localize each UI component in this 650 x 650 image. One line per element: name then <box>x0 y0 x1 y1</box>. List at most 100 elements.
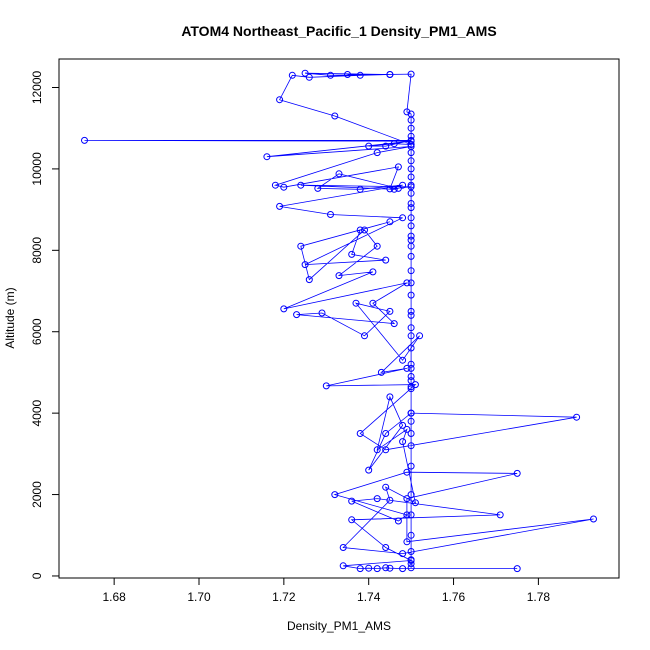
x-tick-label: 1.70 <box>187 590 211 604</box>
data-point <box>386 496 394 504</box>
data-point <box>407 360 415 368</box>
data-point <box>390 185 398 193</box>
y-tick-label: 12000 <box>30 70 44 104</box>
x-tick-label: 1.78 <box>527 590 551 604</box>
data-point <box>386 393 394 401</box>
data-point <box>407 364 415 372</box>
data-point <box>403 425 411 433</box>
data-point <box>407 417 415 425</box>
data-point <box>331 112 339 120</box>
data-point <box>399 214 407 222</box>
data-point <box>356 430 364 437</box>
data-point <box>407 385 415 393</box>
data-point <box>407 149 415 157</box>
data-point <box>335 170 343 178</box>
x-axis-label: Density_PM1_AMS <box>287 619 391 633</box>
data-point <box>407 307 415 315</box>
y-tick-label: 6000 <box>30 318 44 345</box>
data-point <box>386 218 394 226</box>
data-point <box>356 71 364 79</box>
data-point <box>407 252 415 260</box>
data-point <box>365 564 373 572</box>
data-point <box>335 272 343 280</box>
x-tick-label: 1.76 <box>442 590 466 604</box>
data-point <box>573 413 581 421</box>
data-point <box>407 136 415 144</box>
data-point <box>403 279 411 287</box>
data-point <box>361 332 368 340</box>
data-point <box>394 163 402 171</box>
data-point <box>407 279 415 287</box>
data-point <box>344 71 351 78</box>
data-point <box>399 550 407 558</box>
data-point <box>407 132 415 140</box>
data-point <box>382 256 390 264</box>
data-point <box>276 202 284 210</box>
data-point <box>399 438 407 446</box>
data-point <box>407 373 415 380</box>
data-point <box>407 548 415 555</box>
data-point <box>348 250 356 258</box>
data-point <box>399 565 407 573</box>
data-point <box>411 499 419 507</box>
x-tick-label: 1.68 <box>102 590 126 604</box>
data-point <box>373 242 381 250</box>
data-point <box>382 483 390 491</box>
data-point <box>386 307 394 315</box>
data-point <box>407 442 415 450</box>
data-point <box>590 515 597 523</box>
data-point <box>407 204 415 212</box>
data-point <box>399 421 407 429</box>
data-point <box>407 165 415 173</box>
data-point <box>352 299 360 307</box>
data-point <box>331 491 339 499</box>
data-point <box>365 466 373 474</box>
y-tick-label: 10000 <box>30 152 44 186</box>
data-point <box>288 71 296 79</box>
data-point <box>513 565 521 573</box>
data-point <box>407 556 415 564</box>
data-point <box>407 242 415 250</box>
y-tick-label: 4000 <box>30 399 44 426</box>
data-point <box>339 562 347 570</box>
y-tick-label: 0 <box>30 572 44 579</box>
data-point <box>407 311 415 319</box>
data-point <box>382 446 390 454</box>
data-point <box>407 409 415 417</box>
data-point <box>386 564 394 572</box>
x-tick-label: 1.74 <box>357 590 381 604</box>
y-axis: 0 2000 4000 6000 8000 10000 12000 <box>30 70 60 579</box>
data-point <box>386 185 394 193</box>
data-point <box>403 495 411 503</box>
data-point <box>365 142 373 150</box>
data-point <box>327 71 334 79</box>
data-point <box>297 242 305 250</box>
data-point <box>314 184 322 192</box>
data-point <box>407 173 415 181</box>
y-tick-label: 2000 <box>30 481 44 508</box>
data-point <box>407 200 415 207</box>
data-point <box>339 544 347 551</box>
data-point <box>356 226 364 234</box>
data-point <box>356 565 364 573</box>
data-point <box>327 211 334 218</box>
data-point <box>301 69 309 77</box>
data-point <box>411 381 419 389</box>
data-point <box>382 430 390 437</box>
data-point <box>293 311 301 319</box>
data-point <box>356 185 364 193</box>
data-point <box>407 157 415 165</box>
data-point <box>263 153 271 161</box>
data-point <box>348 497 356 505</box>
data-point <box>403 108 411 116</box>
data-point <box>377 368 385 376</box>
data-point <box>407 291 415 299</box>
data-point <box>496 511 504 519</box>
series-line <box>84 72 594 570</box>
x-axis: 1.68 1.70 1.72 1.74 1.76 1.78 <box>102 577 551 604</box>
data-point <box>407 491 415 499</box>
data-point <box>407 267 415 275</box>
data-point <box>407 222 415 230</box>
data-point <box>361 226 368 234</box>
